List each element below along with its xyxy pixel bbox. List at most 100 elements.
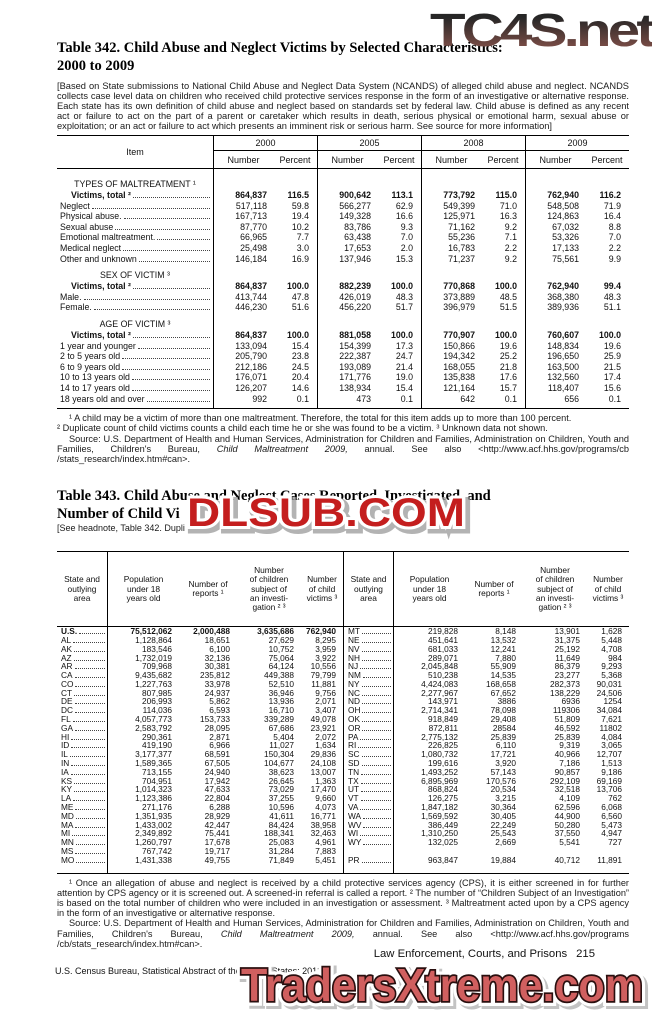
t342-value-cell: 126,207 (213, 382, 273, 394)
t342-value-cell: 446,230 (213, 302, 273, 313)
t342-value-cell: 882,239 (317, 281, 377, 292)
t343-value-cell: 170,576 (486, 775, 516, 786)
t342-value-cell: 193,089 (317, 361, 377, 373)
t343-value-cell: 150,304 (264, 749, 294, 760)
t343-value-cell: 451,641 (393, 636, 465, 645)
state-label: TN (348, 767, 360, 777)
t342-value-cell: 21.8 (499, 361, 517, 372)
state-label: NJ (348, 662, 359, 672)
dot-leader (361, 703, 391, 705)
dot-leader (363, 817, 391, 819)
t343-value-cell: 17,942 (204, 775, 230, 786)
t342-empty-cell (213, 264, 273, 282)
dot-leader (122, 358, 210, 360)
t342-value-cell: 17,133 (525, 242, 585, 254)
t342-item-cell: 2 to 5 years old (57, 351, 213, 362)
t342-value-cell: 53,326 (525, 232, 585, 243)
t343-state-cell: PA (343, 732, 393, 742)
section-heading: TYPES OF MALTREATMENT ¹ (74, 179, 196, 189)
t343-value-cell: 13,007 (310, 766, 336, 777)
t343-value-cell: 31,284 (268, 846, 294, 857)
table-row: KS 704,951 17,942 26,645 1,363 TX 6,895,969 170… (57, 775, 629, 786)
t343-state-cell: MD (57, 812, 107, 821)
t343-value-cell: 292,109 (550, 775, 580, 786)
state-label: NY (348, 679, 360, 689)
percent-column-header: Percent (591, 154, 623, 165)
t343-value-cell: 62,596 (554, 802, 580, 813)
t343-value-cell: 114,036 (107, 706, 179, 716)
dot-leader (75, 826, 105, 828)
t343-value-cell: 1,589,365 (107, 759, 179, 768)
table343-title-line1: Table 343. Child Abuse and Neglect Cases… (57, 488, 491, 505)
year-header-2008: 2008 (421, 136, 525, 151)
table342-footnote-1: ¹ A child may be a victim of more than o… (69, 413, 572, 424)
t343-value-cell: 17,721 (490, 749, 516, 760)
t343-value-cell: 289,071 (393, 653, 465, 663)
t343-value-cell: 12,707 (596, 749, 622, 760)
t343-value-cell: 2,583,792 (107, 724, 179, 733)
dot-leader (71, 765, 105, 767)
table342-footnote-2: ² Duplicate count of child victims count… (57, 423, 548, 434)
t343-value-cell: 16,710 (268, 705, 294, 716)
t342-value-cell: 100.0 (286, 329, 309, 340)
table-row: MS 767,742 19,717 31,284 7,883 (57, 847, 629, 856)
dot-leader (70, 773, 105, 775)
t343-value-cell: 24,937 (204, 687, 230, 698)
t343-value-cell: 64,124 (268, 661, 294, 672)
t342-value-cell: 48.3 (603, 291, 621, 302)
t343-value-cell: 30,364 (490, 802, 516, 813)
t342-value-cell: 17.3 (395, 340, 413, 351)
t343-value-cell: 30,405 (490, 810, 516, 821)
t342-value-cell: 171,776 (317, 372, 377, 383)
state-label: HI (61, 732, 70, 742)
t343-state-cell: NJ (343, 662, 393, 672)
dot-leader (83, 298, 210, 300)
t343-value-cell: 126,275 (393, 794, 465, 804)
state-label: AR (61, 662, 73, 672)
t343-value-cell: 42,447 (204, 819, 230, 830)
t343-state-cell: LA (57, 794, 107, 803)
dot-leader (74, 712, 105, 714)
t343-value-cell: 386,449 (393, 820, 465, 830)
t343-value-cell: 5,541 (559, 837, 580, 848)
t342-value-cell: 15.3 (395, 253, 413, 264)
t343-state-cell: MN (57, 838, 107, 847)
state-label: U.S. (61, 627, 78, 636)
t343-value-cell: 14,535 (490, 670, 516, 681)
t343-value-cell: 219,828 (393, 627, 465, 636)
t342-empty-cell (377, 264, 421, 281)
t342-value-cell: 135,838 (421, 372, 481, 383)
dot-leader (75, 817, 105, 819)
t342-value-cell: 121,164 (421, 382, 481, 394)
t343-value-cell: 13,532 (490, 634, 516, 645)
t343-value-cell: 37,550 (554, 828, 580, 839)
t343-value-cell: 38,958 (310, 819, 336, 830)
dot-leader (362, 712, 391, 714)
state-label: CO (61, 679, 74, 689)
t343-value-cell: 681,033 (393, 644, 465, 654)
t343-state-cell: AR (57, 662, 107, 671)
dot-leader (361, 685, 391, 687)
t343-value-cell: 86,379 (554, 661, 580, 672)
t342-value-cell: 368,380 (525, 291, 585, 303)
t343-state-cell: WY (343, 838, 393, 848)
dot-leader (91, 207, 210, 209)
state-label: FL (61, 715, 71, 724)
t343-value-cell: 2,349,892 (107, 829, 179, 839)
state-label: MN (61, 838, 74, 848)
table-row: GA 2,583,792 28,095 67,686 23,921 OR 872,811 28… (57, 724, 629, 733)
t343-value-cell: 75,441 (204, 828, 230, 839)
t343-value-cell: 6,110 (495, 740, 516, 751)
dot-leader (75, 853, 105, 855)
t343-col-header: Population under 18 years old (107, 552, 179, 627)
state-label: ND (348, 697, 360, 707)
t342-value-cell: 456,220 (317, 302, 377, 313)
t343-value-cell: 11,649 (555, 652, 580, 663)
t342-value-cell: 19.6 (499, 340, 517, 351)
table-row: CO 1,227,763 33,978 52,510 11,881 NY 4,424,083… (57, 680, 629, 689)
state-label: KY (61, 785, 73, 795)
t343-value-cell: 67,686 (268, 722, 294, 733)
t343-value-cell: 449,388 (264, 670, 294, 681)
number-column-header: Number (421, 151, 481, 168)
t343-value-cell: 709,968 (107, 662, 179, 672)
